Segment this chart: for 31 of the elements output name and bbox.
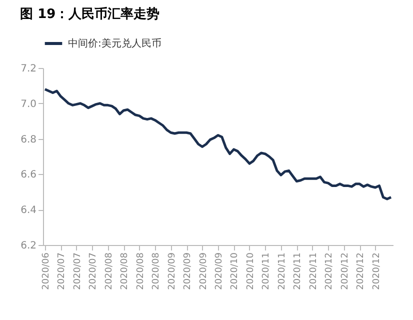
y-tick-label: 6.8 [20,134,36,146]
x-tick-label: 2020/08 [136,252,146,290]
x-tick-label: 2020/09 [183,252,194,290]
chart-title: 图 19：人民币汇率走势 [20,6,160,22]
x-tick-label: 2020/12 [372,252,382,290]
x-tick-label: 2020/08 [104,252,114,290]
x-tick-label: 2020/10 [246,252,256,290]
x-tick-label: 2020/11 [262,252,272,290]
y-tick-label: 7.2 [20,64,36,74]
x-tick-label: 2020/07 [88,252,99,290]
x-tick-label: 2020/11 [308,252,319,290]
x-tick-label: 2020/06 [41,252,52,290]
x-tick-label: 2020/12 [356,252,366,290]
x-tick-label: 2020/09 [167,252,178,290]
x-tick-label: 2020/08 [120,252,130,290]
x-tick-label: 2020/12 [340,252,350,290]
x-tick-label: 2020/09 [214,252,224,290]
x-tick-label: 2020/07 [57,252,68,290]
y-tick-label: 6.6 [20,170,36,181]
y-tick-label: 6.4 [20,205,36,216]
x-tick-label: 2020/11 [293,252,304,290]
y-tick-label: 6.2 [20,240,36,252]
line-series [44,88,392,200]
x-tick-label: 2020/07 [72,252,83,290]
x-tick-label: 2020/12 [324,252,335,290]
x-tick-label: 2020/10 [230,252,240,290]
x-tick-label: 2020/11 [277,252,288,290]
x-tick-label: 2020/09 [198,252,209,290]
legend-label: 中间价:美元兑人民币 [68,38,162,50]
y-tick-label: 7.0 [20,98,36,110]
x-tick-label: 2020/08 [152,252,162,290]
